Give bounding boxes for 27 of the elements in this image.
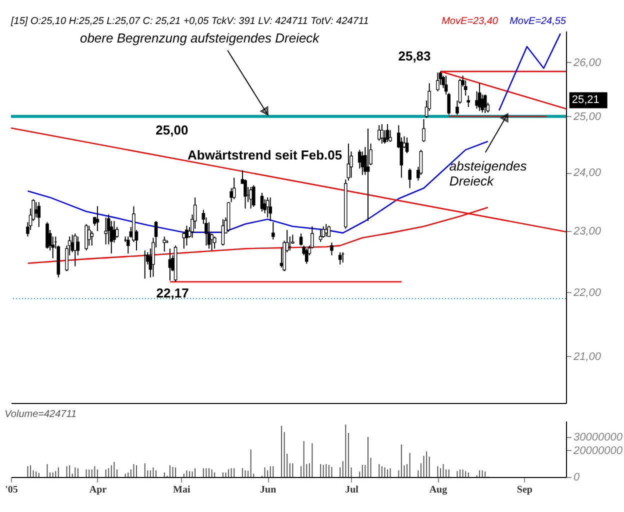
- x-tick-label: Jul: [345, 484, 359, 496]
- annotation: absteigendes Dreieck: [449, 158, 528, 188]
- x-tick-label: Apr: [89, 484, 108, 496]
- annotation: obere Begrenzung aufsteigendes Dreieck: [80, 30, 321, 46]
- annotation: 22,17: [156, 286, 189, 301]
- annotation: 25,83: [398, 48, 431, 64]
- x-tick-label: '05: [5, 484, 18, 496]
- annotation: Abwärtstrend seit Feb.05: [187, 147, 342, 162]
- y-tick-label: 22,00: [572, 286, 602, 299]
- y-tick-label: 24,00: [572, 167, 602, 180]
- y-tick-label: 30000000: [574, 432, 624, 444]
- x-tick-label: Aug: [429, 484, 448, 496]
- ref-line-label: 25,00: [156, 122, 188, 138]
- text: MovE=24,55: [510, 16, 566, 27]
- x-tick-label: Mai: [173, 484, 190, 496]
- x-tick-label: Sep: [516, 484, 533, 496]
- text: MovE=23,40: [442, 16, 498, 27]
- x-tick-label: Jun: [260, 484, 277, 496]
- y-tick-label: 26,00: [572, 56, 602, 69]
- y-tick-label: 25,00: [572, 110, 602, 123]
- y-tick-label: 23,00: [572, 226, 602, 238]
- text: 25,21: [572, 94, 600, 106]
- chart-title: Volume=424711: [4, 409, 77, 420]
- chart-title: [15] O:25,10 H:25,25 L:25,07 C: 25,21 +0,05 TckV: 391 LV: 424711 TotV: 424711: [10, 16, 369, 27]
- y-tick-label: 20000000: [572, 444, 624, 457]
- y-tick-label: 21,00: [572, 350, 602, 363]
- y-tick-label: 0: [574, 472, 580, 484]
